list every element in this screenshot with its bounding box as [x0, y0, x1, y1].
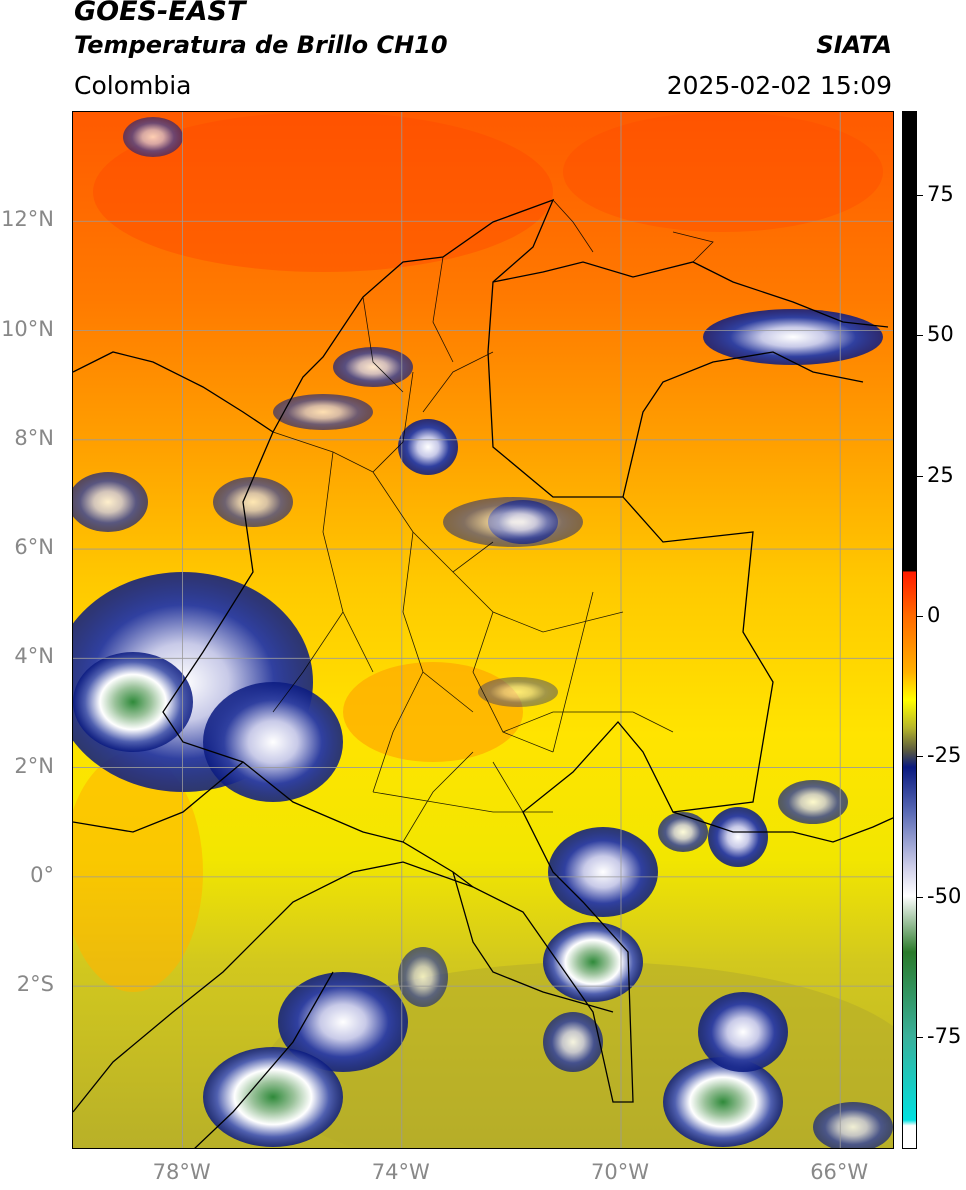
map-panel[interactable]: [72, 111, 894, 1149]
cloud-systems: [73, 117, 893, 1148]
convective-cloud: [213, 477, 293, 527]
colorbar-tick-mark: [917, 1036, 923, 1038]
convective-cloud: [203, 682, 343, 802]
region-label: Colombia: [74, 71, 192, 100]
graticule: [73, 112, 893, 1148]
lon-tick-label: 66°W: [810, 1160, 869, 1184]
convective-cloud: [708, 807, 768, 867]
colombia-boundary: [162, 198, 774, 1103]
timestamp-label: 2025-02-02 15:09: [666, 71, 892, 100]
colorbar-tick-mark: [917, 756, 923, 758]
colorbar-tick-label: 75: [927, 182, 954, 207]
department-lines: [272, 199, 714, 843]
ecuador-border: [73, 761, 244, 833]
panama-boundary: [73, 351, 274, 433]
convective-cloud: [273, 394, 373, 430]
venezuela-interior: [622, 351, 864, 498]
convective-cloud: [548, 827, 658, 917]
lon-tick-label: 74°W: [371, 1160, 430, 1184]
convective-cloud: [778, 780, 848, 824]
convective-cloud: [73, 472, 148, 532]
brazil-border: [672, 811, 893, 843]
convective-cloud: [658, 812, 708, 852]
lat-tick-label: 12°N: [1, 207, 54, 232]
convective-cloud: [663, 1057, 783, 1147]
convective-cloud: [203, 1047, 343, 1147]
warm-zone: [93, 112, 553, 272]
convective-cloud: [278, 972, 408, 1072]
colorbar-tick-mark: [917, 475, 923, 477]
colorbar-tick-label: -50: [927, 883, 962, 908]
convective-cloud: [398, 419, 458, 475]
convective-cloud: [543, 922, 643, 1002]
colorbar-tick-label: 25: [927, 462, 954, 487]
warm-zone: [343, 662, 523, 762]
convective-cloud: [73, 652, 193, 752]
lat-tick-label: 2°N: [14, 753, 54, 778]
warm-zone: [73, 752, 203, 992]
ecuador-peru: [73, 861, 474, 1113]
lat-tick-label: 8°N: [14, 425, 54, 450]
colorbar-tick-label: 0: [927, 602, 941, 627]
lat-tick-label: 2°S: [16, 972, 54, 997]
colorbar-tick-label: -25: [927, 743, 962, 768]
lat-tick-label: 6°N: [14, 535, 54, 560]
convective-cloud: [333, 347, 413, 387]
warm-zone: [563, 112, 883, 232]
lat-tick-label: 4°N: [14, 644, 54, 669]
brand-label: SIATA: [816, 31, 892, 59]
colorbar-tick-label: 50: [927, 322, 954, 347]
colorbar-tick-label: -75: [927, 1023, 962, 1048]
product-title: Temperatura de Brillo CH10: [74, 31, 448, 59]
convective-cloud: [123, 117, 183, 157]
coast-south: [194, 971, 334, 1148]
lon-tick-label: 78°W: [152, 1160, 211, 1184]
convective-cloud: [703, 309, 883, 365]
colorbar: [902, 111, 917, 1149]
lat-tick-label: 10°N: [1, 316, 54, 341]
convective-cloud: [478, 677, 558, 707]
colorbar-tick-mark: [917, 615, 923, 617]
colorbar-tick-mark: [917, 335, 923, 337]
convective-cloud: [443, 497, 583, 547]
convective-cloud: [543, 1012, 603, 1072]
lat-tick-label: 0°: [30, 862, 54, 887]
convective-cloud: [813, 1102, 893, 1148]
satellite-title: GOES-EAST: [74, 0, 246, 27]
brightness-temperature-map: [73, 112, 893, 1148]
convective-cloud: [698, 992, 788, 1072]
lon-tick-label: 70°W: [591, 1160, 649, 1184]
colorbar-tick-mark: [917, 896, 923, 898]
peru-brazil: [452, 871, 614, 1013]
colorbar-tick-mark: [917, 195, 923, 197]
convective-cloud: [398, 947, 448, 1007]
